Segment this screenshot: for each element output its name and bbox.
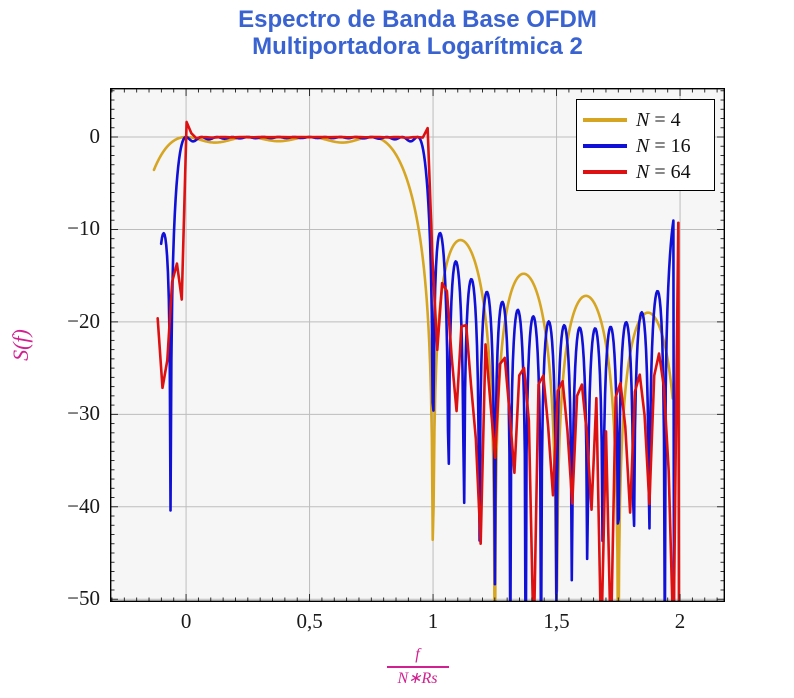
fraction-bar [386, 666, 449, 668]
x-tick-label: 1,5 [543, 609, 570, 633]
legend-eq: = [654, 134, 666, 157]
legend-label-n64: N = 64 [636, 161, 691, 184]
legend-row-n16: N = 16 [583, 133, 714, 159]
legend-label-n4: N = 4 [636, 109, 681, 132]
chart-title: Espectro de Banda Base OFDM Multiportado… [110, 6, 725, 60]
legend-value: 4 [670, 108, 681, 131]
legend-swatch-n64 [583, 170, 627, 174]
x-axis-label-denominator: N∗Rs [397, 669, 438, 687]
legend-var: N [636, 134, 650, 157]
legend-var: N [636, 108, 650, 131]
y-tick-label: 0 [89, 123, 101, 148]
legend-eq: = [654, 160, 666, 183]
x-tick-label: 0,5 [296, 609, 323, 633]
x-axis-label: f N∗Rs [110, 646, 725, 688]
x-tick-label: 1 [427, 609, 439, 633]
x-tick-label: 0 [180, 609, 192, 633]
y-tick-label: −10 [67, 216, 100, 241]
y-tick-label: −50 [67, 586, 100, 611]
legend-value: 64 [670, 160, 691, 183]
legend-row-n4: N = 4 [583, 107, 714, 133]
legend-swatch-n16 [583, 144, 627, 148]
y-tick-label: −40 [67, 493, 100, 518]
legend-label-n16: N = 16 [636, 135, 691, 158]
legend-var: N [636, 160, 650, 183]
legend-value: 16 [670, 134, 691, 157]
x-axis-label-numerator: f [415, 646, 420, 663]
chart-title-line1: Espectro de Banda Base OFDM [238, 6, 597, 33]
y-tick-label: −30 [67, 401, 100, 426]
x-tick-label: 2 [674, 609, 686, 633]
legend-swatch-n4 [583, 118, 627, 122]
chart-title-line2: Multiportadora Logarítmica 2 [252, 33, 583, 60]
legend-eq: = [654, 108, 666, 131]
legend: N = 4 N = 16 N = 64 [576, 99, 715, 191]
legend-row-n64: N = 64 [583, 159, 714, 185]
y-tick-label: −20 [67, 308, 100, 333]
